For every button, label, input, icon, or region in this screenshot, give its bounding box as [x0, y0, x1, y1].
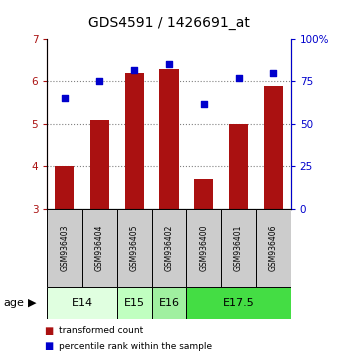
- Bar: [47, 209, 82, 287]
- Point: [131, 67, 137, 72]
- Bar: [229, 124, 248, 209]
- Text: GSM936405: GSM936405: [130, 224, 139, 271]
- Text: E17.5: E17.5: [223, 298, 255, 308]
- Text: GSM936400: GSM936400: [199, 224, 208, 271]
- Text: percentile rank within the sample: percentile rank within the sample: [59, 342, 212, 351]
- Text: E14: E14: [72, 298, 93, 308]
- Text: age: age: [3, 298, 24, 308]
- Text: GSM936406: GSM936406: [269, 224, 278, 271]
- Point: [271, 70, 276, 76]
- Bar: [256, 209, 291, 287]
- Text: GDS4591 / 1426691_at: GDS4591 / 1426691_at: [88, 16, 250, 30]
- Bar: [82, 209, 117, 287]
- Text: ■: ■: [44, 326, 53, 336]
- Text: GSM936404: GSM936404: [95, 224, 104, 271]
- Point: [166, 62, 172, 67]
- Bar: [117, 209, 152, 287]
- Bar: [160, 69, 178, 209]
- Point: [201, 101, 207, 106]
- Bar: [117, 287, 152, 319]
- Text: GSM936402: GSM936402: [165, 224, 173, 271]
- Bar: [125, 73, 144, 209]
- Text: ■: ■: [44, 341, 53, 351]
- Point: [236, 75, 241, 81]
- Bar: [47, 287, 117, 319]
- Bar: [194, 179, 213, 209]
- Text: ▶: ▶: [28, 298, 36, 308]
- Bar: [186, 209, 221, 287]
- Text: GSM936403: GSM936403: [60, 224, 69, 271]
- Bar: [221, 209, 256, 287]
- Bar: [264, 86, 283, 209]
- Text: GSM936401: GSM936401: [234, 224, 243, 271]
- Point: [62, 96, 67, 101]
- Bar: [152, 209, 186, 287]
- Text: E16: E16: [159, 298, 179, 308]
- Bar: [186, 287, 291, 319]
- Text: E15: E15: [124, 298, 145, 308]
- Bar: [152, 287, 186, 319]
- Bar: [90, 120, 109, 209]
- Point: [97, 79, 102, 84]
- Text: transformed count: transformed count: [59, 326, 143, 336]
- Bar: [55, 166, 74, 209]
